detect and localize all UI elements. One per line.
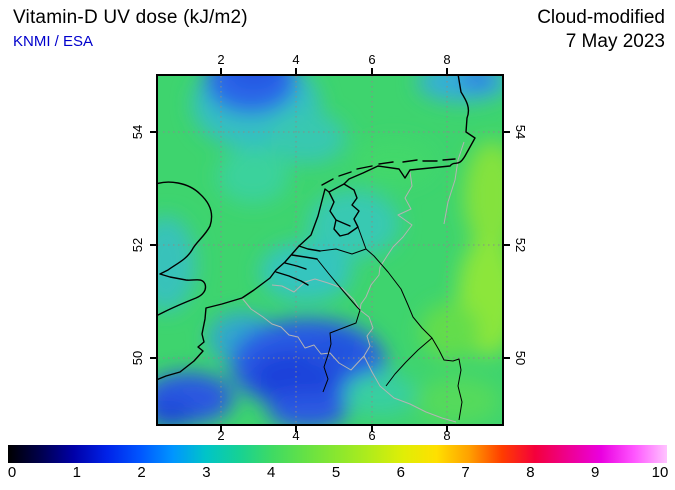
lon-tick-mark — [220, 426, 222, 432]
uv-field — [158, 76, 502, 424]
lon-label-bottom: 2 — [217, 428, 225, 443]
lat-tick-mark — [504, 131, 510, 133]
lon-label-top: 4 — [292, 52, 300, 67]
lat-label-left: 52 — [130, 237, 145, 253]
colorbar-gradient — [8, 445, 667, 463]
map-canvas — [158, 76, 502, 424]
colorbar-tick-label: 3 — [202, 464, 211, 481]
lat-label-left: 54 — [130, 124, 145, 140]
lon-label-top: 2 — [217, 52, 225, 67]
country-borders — [241, 141, 465, 423]
page-title: Vitamin-D UV dose (kJ/m2) — [13, 7, 248, 28]
colorbar-tick-label: 9 — [591, 464, 600, 481]
lat-tick-mark — [150, 131, 156, 133]
lon-tick-mark — [295, 426, 297, 432]
grid-lines — [158, 76, 502, 424]
map-frame — [156, 74, 504, 426]
colorbar-tick-label: 8 — [526, 464, 535, 481]
colorbar-tick-label: 5 — [331, 464, 341, 481]
product-mode-label: Cloud-modified — [537, 7, 665, 28]
colorbar-tick-label: 7 — [461, 464, 470, 481]
colorbar-tick-label: 4 — [267, 464, 276, 481]
lon-tick-mark — [220, 68, 222, 74]
lon-tick-mark — [295, 68, 297, 74]
lon-tick-mark — [371, 68, 373, 74]
date-label: 7 May 2023 — [565, 31, 665, 52]
lat-label-right: 50 — [513, 350, 528, 366]
colorbar-tick-label: 10 — [651, 464, 669, 481]
lat-tick-mark — [504, 244, 510, 246]
lat-label-right: 54 — [513, 124, 528, 140]
colorbar-labels: 0 1 2 3 4 5 6 7 8 9 10 — [8, 464, 669, 481]
colorbar-tick-label: 2 — [137, 464, 146, 481]
lat-tick-mark — [150, 244, 156, 246]
colorbar-tick-label: 6 — [396, 464, 405, 481]
lon-tick-mark — [446, 426, 448, 432]
lon-tick-mark — [371, 426, 373, 432]
lon-label-bottom: 6 — [368, 428, 376, 443]
lon-label-top: 8 — [443, 52, 451, 67]
lat-label-left: 50 — [130, 350, 145, 366]
lon-label-bottom: 8 — [443, 428, 451, 443]
colorbar-tick-label: 1 — [72, 464, 81, 481]
rivers — [316, 226, 463, 421]
lon-tick-mark — [446, 68, 448, 74]
lon-label-bottom: 4 — [292, 428, 300, 443]
lat-tick-mark — [150, 357, 156, 359]
lon-label-top: 6 — [368, 52, 376, 67]
lat-label-right: 52 — [513, 237, 528, 253]
colorbar-tick-label: 0 — [7, 464, 17, 481]
coastlines — [158, 76, 476, 380]
lat-tick-mark — [504, 357, 510, 359]
source-label: KNMI / ESA — [13, 33, 94, 50]
